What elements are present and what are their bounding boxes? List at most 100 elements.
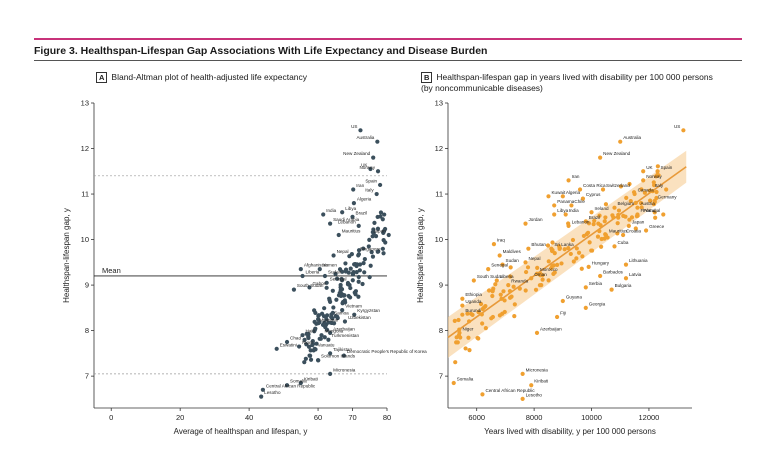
panel-b-point bbox=[559, 261, 564, 266]
panel-a-point bbox=[339, 276, 344, 282]
panel-a-point bbox=[369, 250, 374, 255]
panel-a-point-labeled bbox=[321, 212, 326, 217]
panel-b-point-label: Canada bbox=[638, 188, 655, 193]
panel-b-point-label: Panama bbox=[557, 199, 575, 204]
panel-b-point bbox=[616, 208, 622, 213]
panel-b-point bbox=[546, 259, 551, 264]
panel-a-point-label: Samoa bbox=[334, 310, 349, 315]
panel-b-point bbox=[493, 282, 498, 287]
panel-a-point bbox=[356, 294, 361, 299]
panel-a-point bbox=[375, 249, 380, 254]
panel-b-point bbox=[490, 293, 495, 299]
panel-a-point bbox=[383, 240, 388, 245]
panel-a-point bbox=[345, 282, 351, 287]
panel-a-point-label: Italy bbox=[365, 188, 374, 193]
panel-b-point-label: Iraq bbox=[497, 238, 505, 243]
panel-b-point-label: Morocco bbox=[540, 267, 558, 272]
panel-a-y-tick-label: 10 bbox=[81, 235, 89, 244]
panel-b-point bbox=[499, 296, 504, 301]
panel-b-y-axis-label: Healthspan-lifespan gap, y bbox=[416, 208, 425, 303]
panel-a-point bbox=[322, 335, 327, 340]
panel-a-point-labeled bbox=[284, 383, 290, 388]
panel-b-point-label: South Sudan bbox=[477, 274, 504, 279]
panel-a-point bbox=[324, 317, 329, 322]
panel-b-point bbox=[525, 265, 531, 270]
panel-b-y-tick-label: 10 bbox=[435, 235, 443, 244]
panel-b-point bbox=[633, 200, 638, 205]
panel-b-point bbox=[587, 240, 592, 245]
panel-a-point-labeled bbox=[340, 308, 345, 313]
panel-a-point bbox=[340, 299, 346, 305]
panel-b-point bbox=[562, 247, 567, 252]
panel-b-point bbox=[508, 265, 513, 270]
panel-a-point bbox=[337, 290, 342, 296]
panel-a-point bbox=[354, 262, 360, 267]
panel-b-point-labeled bbox=[635, 212, 640, 217]
panel-a-point bbox=[370, 254, 376, 259]
panel-b-point bbox=[651, 202, 657, 207]
panel-b-point bbox=[568, 251, 573, 257]
panel-b-point-label: Ireland bbox=[595, 206, 609, 211]
panel-b-point bbox=[467, 347, 472, 353]
panel-b-point bbox=[489, 316, 494, 321]
panel-a-point-labeled bbox=[340, 210, 345, 215]
panel-b-point-label: Jordan bbox=[529, 217, 543, 222]
panel-a-point bbox=[313, 326, 318, 331]
panel-b-point-labeled bbox=[497, 253, 502, 258]
panel-a-point bbox=[371, 227, 376, 232]
panel-b-point-labeled bbox=[560, 298, 565, 304]
panel-b-point bbox=[642, 190, 647, 195]
panel-a-point bbox=[312, 308, 317, 313]
panel-a-point bbox=[310, 342, 315, 348]
panel-b-point bbox=[501, 289, 506, 294]
panel-b-point-labeled bbox=[577, 187, 583, 192]
panel-b-point-labeled bbox=[486, 267, 491, 272]
panel-b-point-labeled bbox=[566, 223, 571, 229]
panel-a-point bbox=[348, 266, 353, 271]
panel-a-point bbox=[350, 278, 355, 283]
panel-b-x-tick-label: 8000 bbox=[526, 413, 543, 422]
panel-b-point-label: Rwanda bbox=[511, 279, 528, 284]
panel-a-point bbox=[378, 210, 384, 215]
panel-a-point-labeled bbox=[381, 251, 386, 256]
panel-a-point bbox=[380, 246, 385, 251]
panel-a-point bbox=[327, 296, 332, 301]
panel-a-x-tick-label: 80 bbox=[383, 413, 391, 422]
panel-b-point-labeled bbox=[460, 312, 465, 317]
panel-b-point bbox=[597, 213, 602, 218]
panel-a-point bbox=[328, 299, 333, 304]
panel-a-point bbox=[314, 341, 319, 346]
panel-b-point-labeled bbox=[655, 169, 660, 174]
panel-a-point bbox=[308, 357, 314, 362]
panel-b-point bbox=[596, 221, 601, 226]
panel-a-point-labeled bbox=[328, 221, 333, 226]
panel-b-title-line2: (by noncommunicable diseases) bbox=[421, 83, 543, 93]
panel-b-point bbox=[475, 335, 480, 341]
panel-b-point-label: Libya bbox=[557, 208, 568, 213]
panel-b-point bbox=[483, 326, 488, 331]
panel-a-point-label: Kiribati bbox=[304, 376, 318, 381]
panel-b-point-label: Lebanon bbox=[572, 219, 590, 224]
panel-a-point-labeled bbox=[371, 155, 376, 160]
panel-b-point bbox=[576, 250, 582, 255]
panel-b-point-label: Chile bbox=[574, 199, 585, 204]
panel-b-x-tick-label: 10000 bbox=[581, 413, 602, 422]
panel-a-x-tick-label: 40 bbox=[245, 413, 253, 422]
panel-b-y-tick-label: 7 bbox=[439, 372, 443, 381]
panel-b-title: Healthspan-lifespan gap in years lived w… bbox=[436, 72, 713, 82]
panel-a-point-label: Vanuatu bbox=[318, 342, 335, 347]
panel-b-point bbox=[546, 278, 551, 283]
panel-a-point bbox=[308, 348, 313, 353]
panel-a-point-label: Liberia bbox=[306, 269, 320, 274]
panel-b-point-label: Greece bbox=[649, 224, 665, 229]
panel-a-y-tick-label: 7 bbox=[85, 372, 89, 381]
panel-b-point-label: Norway bbox=[646, 174, 662, 179]
panel-a-point bbox=[308, 353, 313, 358]
panel-b-point bbox=[468, 311, 474, 316]
panel-a-point-label: Haiti bbox=[306, 329, 315, 334]
panel-b-point bbox=[483, 304, 488, 309]
panel-a-point bbox=[325, 313, 330, 318]
panel-a-point bbox=[368, 263, 373, 268]
panel-b-point-label: Kiribati bbox=[534, 379, 548, 384]
panel-b-point bbox=[585, 230, 591, 235]
